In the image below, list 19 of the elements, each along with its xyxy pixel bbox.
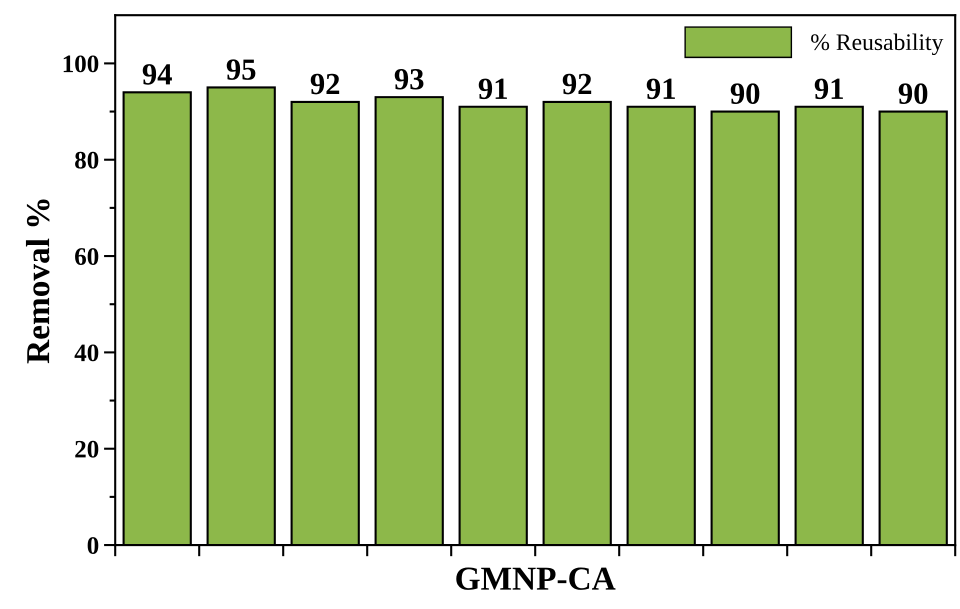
legend-label: % Reusability	[811, 34, 944, 56]
data-label: 91	[646, 78, 675, 100]
data-label: 94	[142, 64, 172, 85]
data-label: 90	[730, 83, 760, 104]
y-tick-label: 20	[75, 440, 98, 458]
data-label: 90	[898, 83, 928, 104]
data-label: 92	[310, 74, 340, 94]
y-tick-label: 0	[88, 537, 98, 554]
y-tick-label: 80	[75, 152, 98, 169]
y-tick-label: 60	[75, 248, 98, 265]
data-label: 92	[562, 74, 592, 94]
x-axis-title: GMNP-CA	[456, 568, 616, 590]
y-axis-title: Removal %	[26, 199, 50, 364]
data-label: 91	[478, 78, 507, 100]
y-tick-label: 100	[64, 55, 98, 72]
data-label: 95	[226, 59, 256, 80]
y-tick-label: 40	[74, 344, 98, 362]
data-label: 91	[814, 78, 843, 100]
data-label: 93	[394, 68, 424, 90]
